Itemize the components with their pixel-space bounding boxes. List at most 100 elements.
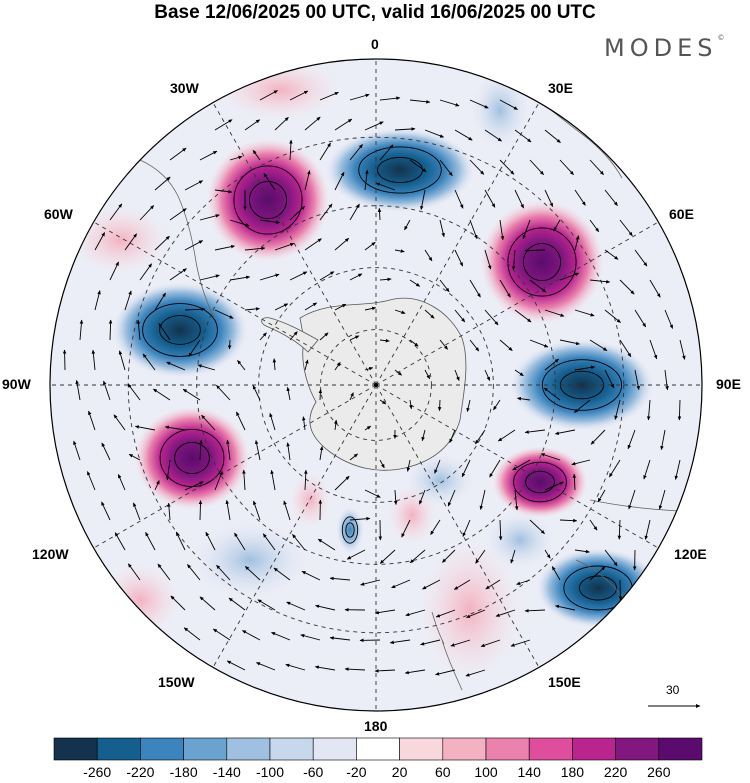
wind-vector	[409, 549, 426, 564]
anomaly-contour-5	[541, 359, 623, 411]
wind-vector	[117, 474, 126, 491]
wind-vector	[634, 309, 647, 328]
wind-vector	[319, 446, 324, 461]
colorbar-swatch-14	[615, 737, 660, 761]
weak-anomaly	[420, 540, 520, 680]
colorbar-swatch-9	[399, 737, 444, 761]
wind-vector	[529, 519, 545, 535]
wind-vector	[274, 116, 289, 131]
wind-vector	[559, 272, 580, 281]
wind-vector	[442, 549, 456, 563]
wind-vector	[254, 439, 261, 461]
high-anomaly-6	[134, 406, 250, 510]
wind-vector	[94, 290, 101, 311]
wind-vector	[604, 189, 618, 206]
wind-vector	[245, 566, 261, 581]
wind-vector	[169, 268, 187, 281]
wind-vector	[364, 306, 377, 311]
lon-label-120w: 120W	[32, 546, 69, 562]
wind-vector	[270, 469, 276, 491]
wind-vector	[319, 91, 339, 101]
wind-vector	[214, 119, 233, 131]
wind-vector	[658, 489, 666, 510]
wind-vector	[589, 279, 611, 284]
wind-vector	[303, 469, 308, 491]
wind-vector	[184, 180, 204, 191]
wind-vector	[304, 116, 321, 131]
wind-vector	[374, 609, 396, 615]
colorbar-tick-label: 20	[391, 764, 408, 780]
wind-vector	[619, 339, 632, 358]
wind-vector	[317, 538, 336, 551]
wind-vector	[514, 309, 532, 323]
meridian-30	[375, 102, 540, 386]
wind-vector	[169, 147, 187, 161]
wind-vector	[201, 414, 216, 431]
wind-vector	[393, 489, 398, 506]
wind-vector	[511, 249, 516, 271]
wind-vector	[461, 459, 471, 478]
wind-vector	[118, 350, 126, 371]
wind-vector	[289, 331, 298, 341]
wind-vector	[300, 634, 321, 641]
wind-vector	[430, 519, 441, 535]
wind-vector	[544, 129, 561, 143]
wind-vector	[394, 127, 416, 131]
latitude-circle-1	[320, 329, 432, 441]
wind-vector	[94, 232, 106, 251]
wind-vector	[627, 429, 636, 450]
anomaly-contour-9	[341, 516, 359, 544]
meridian-300	[93, 221, 377, 386]
anomaly-contour-3	[507, 227, 577, 297]
colorbar-tick-label: 100	[474, 764, 498, 780]
wind-vector	[263, 172, 276, 191]
wind-vector	[136, 319, 141, 341]
wind-vector	[286, 442, 291, 461]
wind-vector	[242, 469, 246, 491]
colorbar-tick-label: 260	[647, 764, 671, 780]
colorbar-tick-label: 180	[560, 764, 585, 780]
wind-vector	[469, 159, 485, 175]
wind-vector	[228, 597, 246, 611]
anomaly-contour-inner-9	[345, 522, 355, 538]
wind-vector	[484, 309, 499, 326]
wind-vector	[377, 207, 382, 221]
wind-vector	[349, 144, 363, 161]
low-anomaly-2	[325, 128, 475, 212]
wind-vector	[73, 440, 81, 461]
wind-vector	[450, 639, 471, 647]
wind-vector	[139, 263, 152, 281]
anomaly-contour-2	[358, 146, 442, 194]
wind-vector	[447, 489, 456, 507]
wind-vector	[124, 290, 132, 311]
wind-vector	[188, 339, 201, 357]
wind-vector	[319, 332, 329, 341]
wind-vector	[664, 369, 669, 391]
wind-vector	[318, 389, 323, 401]
wind-vector	[422, 579, 441, 590]
south-pole-marker	[374, 383, 378, 387]
wind-vector	[516, 396, 531, 401]
wind-vector	[475, 429, 486, 445]
wind-vector	[409, 399, 413, 410]
wind-vector	[559, 159, 574, 176]
wind-vector	[329, 576, 351, 581]
wind-vector	[529, 159, 544, 175]
wind-vector	[175, 531, 186, 551]
low-anomaly-8	[536, 548, 660, 628]
wind-vector	[664, 309, 674, 329]
wind-vector	[225, 499, 231, 521]
wind-vector	[498, 519, 503, 541]
wind-vector	[394, 249, 405, 253]
anomaly-contour-inner-7	[525, 470, 555, 494]
wind-vector	[480, 639, 501, 648]
wind-vector	[214, 309, 234, 319]
wind-vector	[329, 636, 351, 641]
brand-mark: ©	[717, 34, 725, 42]
wind-vector	[101, 501, 111, 521]
wind-vector	[87, 471, 96, 491]
wind-vector	[409, 279, 421, 287]
wind-vector	[244, 119, 261, 131]
wind-vector	[349, 203, 360, 221]
wind-vector	[379, 459, 385, 469]
